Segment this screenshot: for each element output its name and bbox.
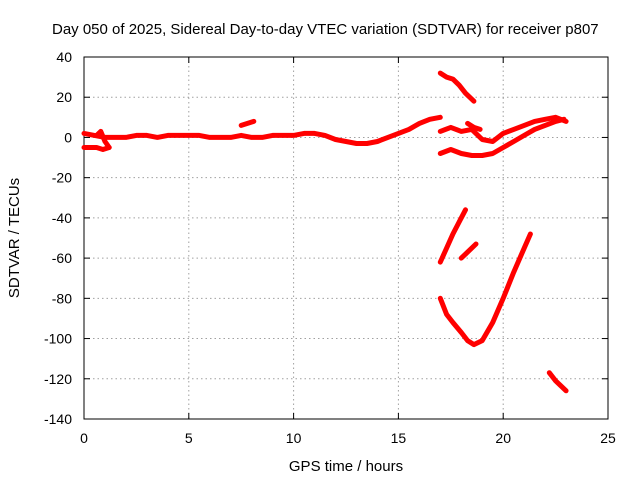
x-tick-label: 20	[495, 430, 511, 446]
axis-ticks: 0 5 10 15 20 25 -140 -120 -100 -80 -60 -40 -20 0 20 40	[44, 49, 616, 446]
series-group	[81, 70, 569, 394]
series-line-late-drop	[546, 370, 569, 394]
y-tick-label: 20	[56, 89, 72, 105]
y-tick-label: -100	[44, 331, 72, 347]
y-tick-label: 0	[64, 129, 72, 145]
y-tick-label: -120	[44, 371, 72, 387]
series-line-small-8h	[238, 118, 257, 128]
chart-title: Day 050 of 2025, Sidereal Day-to-day VTE…	[52, 21, 599, 38]
y-tick-label: 40	[56, 49, 72, 65]
x-tick-label: 5	[185, 430, 193, 446]
series-line-mid-wave	[437, 114, 569, 144]
y-tick-label: -60	[52, 250, 72, 266]
y-tick-label: -20	[52, 170, 72, 186]
series-line-early-spike	[94, 128, 112, 150]
x-tick-label: 15	[391, 430, 407, 446]
x-tick-label: 10	[286, 430, 302, 446]
series-line-dip-to-60	[437, 207, 468, 265]
series-line-upper-drop	[437, 70, 477, 104]
series-line-short-rise	[465, 120, 483, 132]
series-line-deep-u	[437, 231, 533, 348]
series-line-small-60	[458, 241, 479, 261]
x-tick-label: 0	[80, 430, 88, 446]
series-line-early-lower	[81, 145, 112, 152]
y-tick-label: -140	[44, 411, 72, 427]
plot-frame	[83, 56, 609, 420]
x-tick-label: 25	[600, 430, 616, 446]
x-axis-title: GPS time / hours	[289, 458, 403, 475]
series-line-lower-arc	[437, 116, 567, 158]
y-tick-label: -80	[52, 290, 72, 306]
y-axis-title: SDTVAR / TECUs	[6, 178, 23, 298]
series-line-main-baseline	[81, 114, 443, 146]
y-tick-label: -40	[52, 210, 72, 226]
